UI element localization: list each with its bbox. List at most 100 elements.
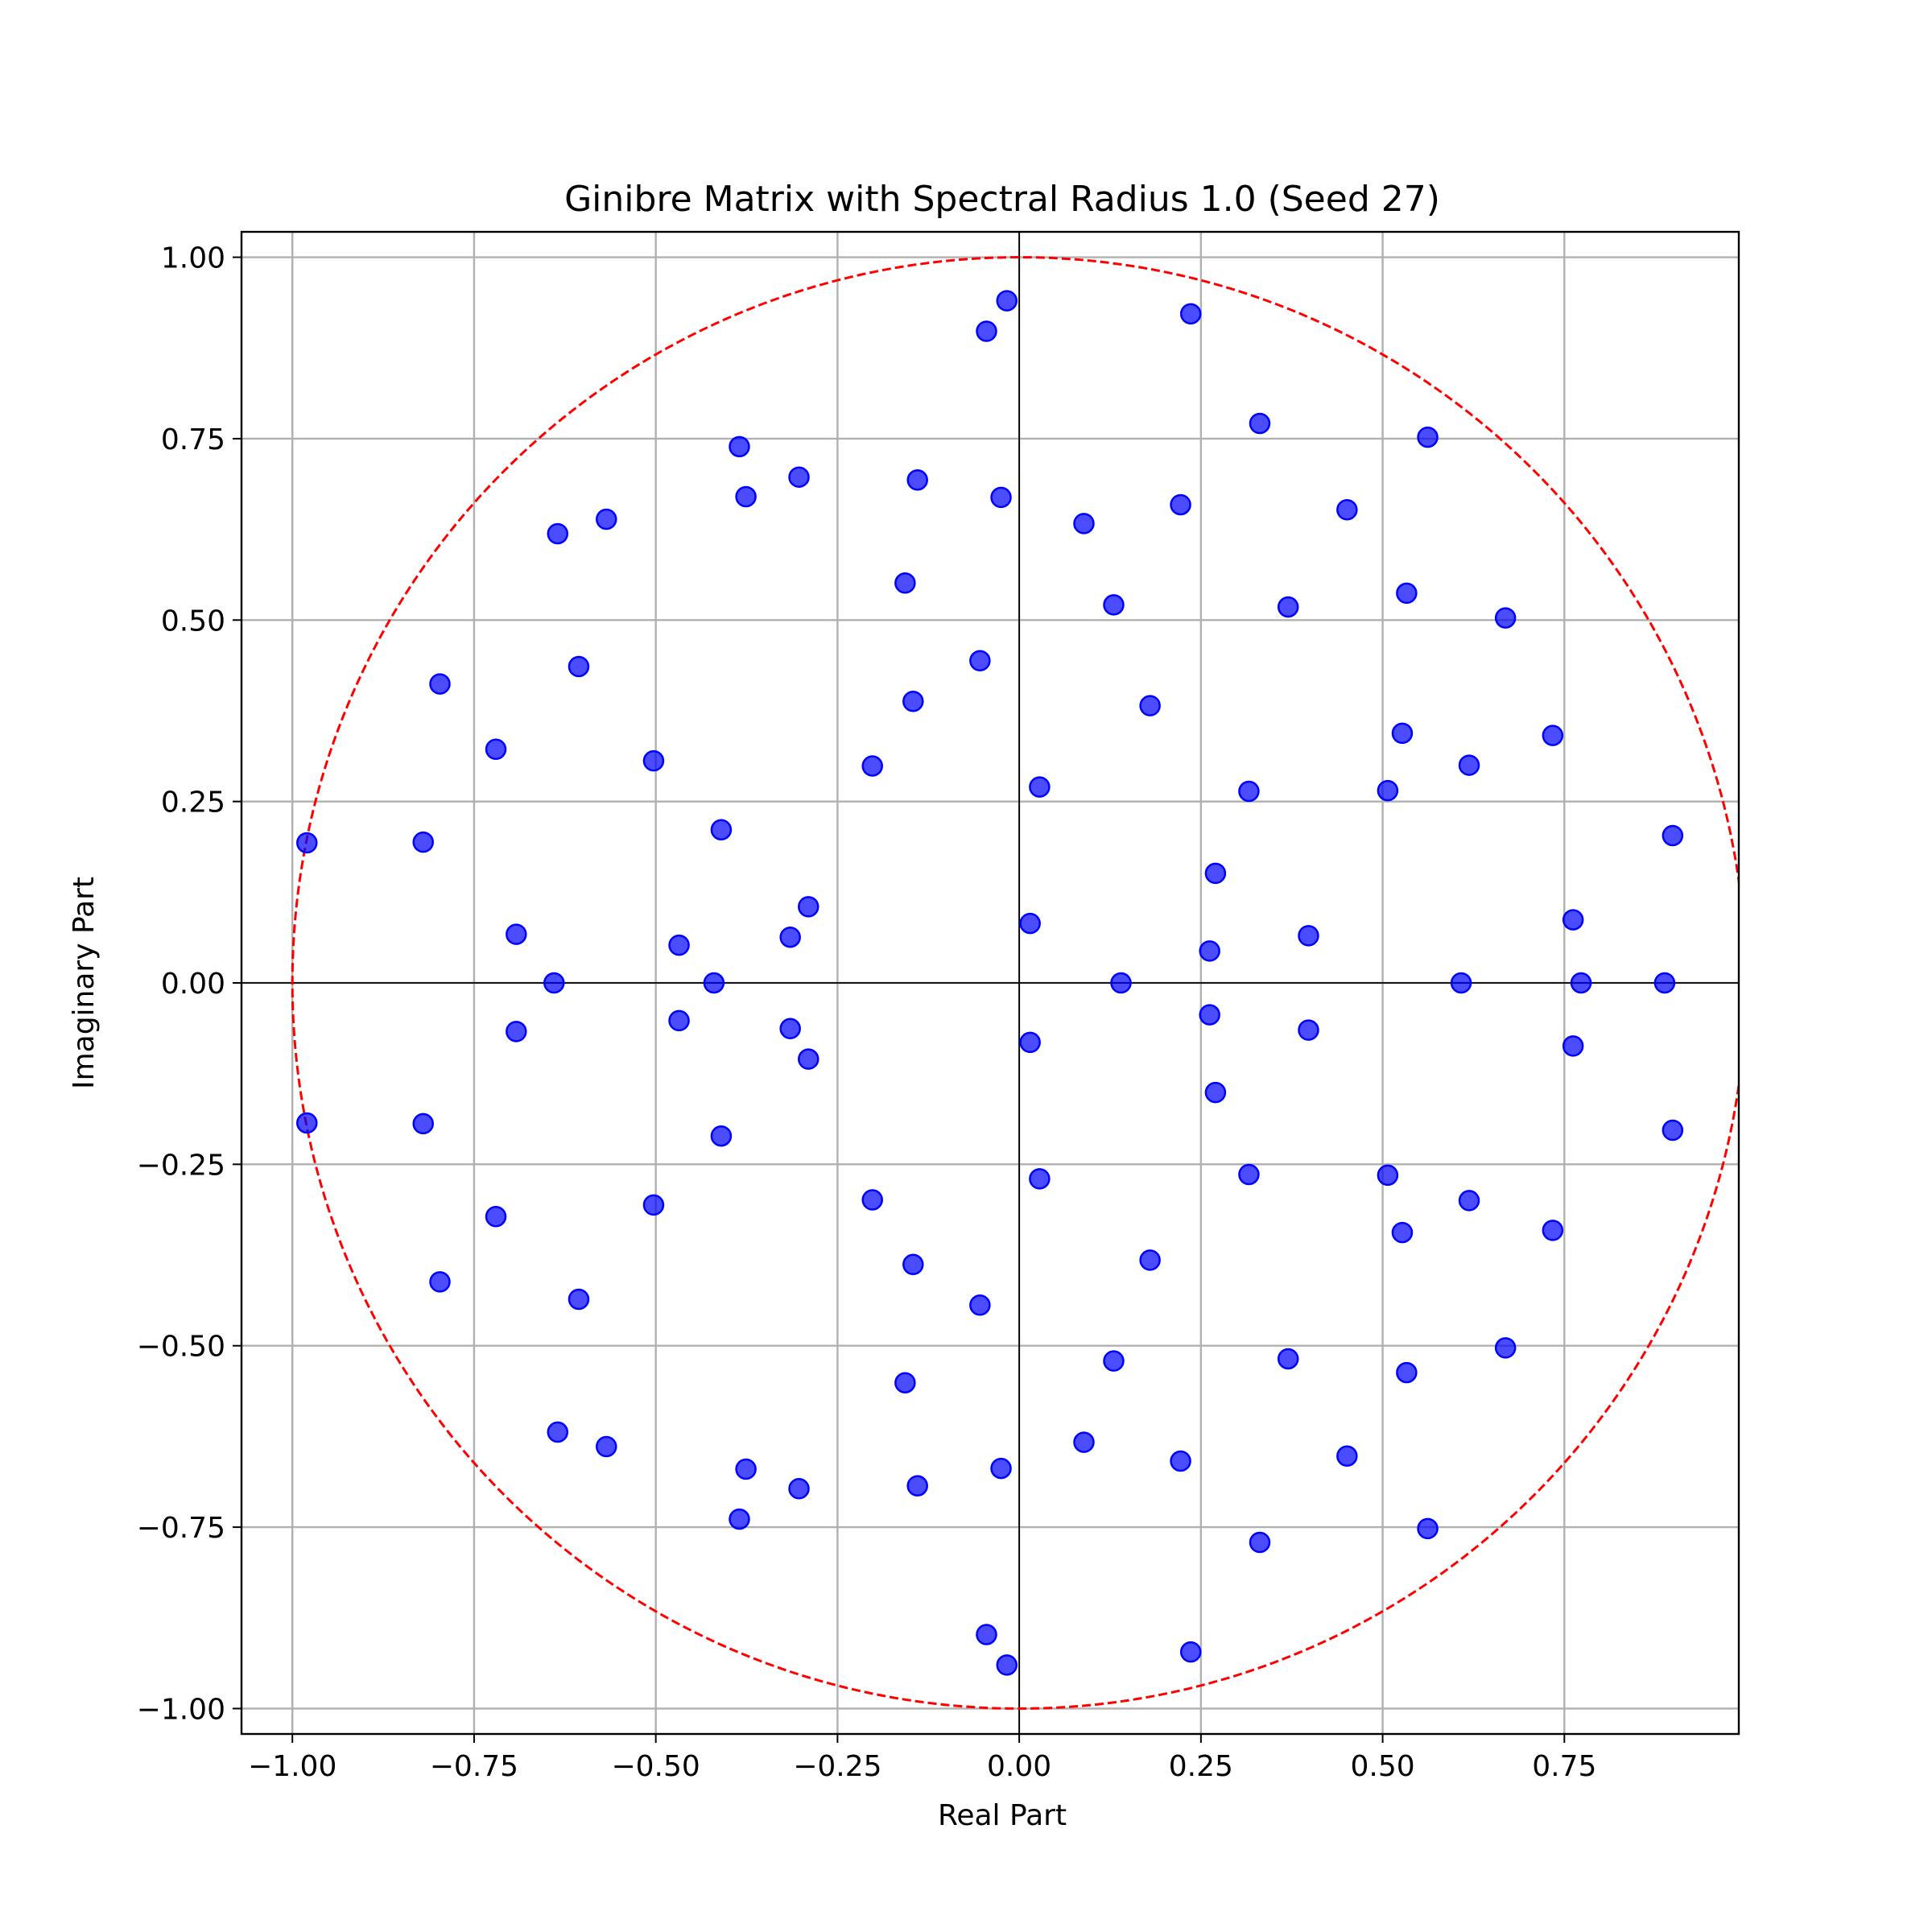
y-axis-ticks: 1.00 0.75 0.50 0.25 0.00 −0.25 −0.50 −0.75 −1.00 xyxy=(137,242,242,1726)
eigenvalue-point xyxy=(1277,596,1299,618)
eigenvalue-point xyxy=(543,972,565,994)
eigenvalue-point xyxy=(1238,1163,1260,1186)
eigenvalue-point xyxy=(1396,1361,1418,1384)
eigenvalue-point xyxy=(703,972,725,994)
eigenvalue-point xyxy=(429,1271,451,1293)
eigenvalue-point xyxy=(710,819,733,841)
eigenvalue-point xyxy=(1562,909,1584,931)
eigenvalue-point xyxy=(902,690,924,712)
eigenvalue-point xyxy=(969,650,991,672)
eigenvalue-point xyxy=(1417,426,1439,448)
eigenvalue-point xyxy=(894,572,916,594)
y-tick-label: 0.25 xyxy=(161,786,225,819)
eigenvalue-point xyxy=(1494,607,1517,629)
eigenvalue-point xyxy=(1458,1190,1480,1212)
eigenvalue-point xyxy=(1417,1517,1439,1540)
y-tick-label: 0.75 xyxy=(161,423,225,456)
eigenvalue-point xyxy=(1029,776,1051,798)
x-tick-label: −0.50 xyxy=(611,1750,700,1783)
eigenvalue-point xyxy=(1542,724,1564,746)
eigenvalue-point xyxy=(779,926,801,948)
eigenvalue-point xyxy=(412,1113,434,1135)
eigenvalue-point xyxy=(668,1009,690,1032)
eigenvalue-point xyxy=(1298,925,1319,947)
eigenvalue-point xyxy=(1170,493,1191,516)
eigenvalue-point xyxy=(1396,582,1418,605)
y-tick-label: −1.00 xyxy=(137,1693,225,1726)
x-axis-label: Real Part xyxy=(938,1799,1067,1832)
unit-circle xyxy=(291,256,1739,1710)
eigenvalue-point xyxy=(788,466,810,488)
eigenvalue-point xyxy=(642,1194,665,1216)
eigenvalue-point xyxy=(1391,722,1414,745)
y-tick-label: −0.75 xyxy=(137,1512,225,1545)
eigenvalue-point xyxy=(902,1253,924,1276)
eigenvalue-point xyxy=(976,320,997,342)
y-tick-label: −0.50 xyxy=(137,1331,225,1364)
chart-title: Ginibre Matrix with Spectral Radius 1.0 … xyxy=(564,179,1440,220)
y-tick-label: −0.25 xyxy=(137,1149,225,1182)
eigenvalue-point xyxy=(1073,1431,1095,1453)
eigenvalue-point xyxy=(906,1475,928,1496)
eigenvalue-point xyxy=(1542,1220,1564,1241)
eigenvalue-point xyxy=(861,1189,883,1211)
eigenvalue-point xyxy=(1562,1035,1584,1057)
eigenvalue-point xyxy=(1298,1019,1319,1041)
eigenvalue-point xyxy=(1204,1081,1227,1104)
eigenvalue-point xyxy=(798,1048,819,1070)
x-tick-label: 0.50 xyxy=(1350,1750,1414,1783)
eigenvalue-point xyxy=(1179,1641,1202,1663)
eigenvalue-point xyxy=(990,1457,1012,1480)
eigenvalue-point xyxy=(861,755,883,777)
zero-axis-lines xyxy=(242,232,1739,1734)
eigenvalue-point xyxy=(1029,1168,1051,1190)
x-tick-label: 0.75 xyxy=(1532,1750,1596,1783)
eigenvalue-point xyxy=(729,436,750,458)
eigenvalue-point xyxy=(1110,972,1132,994)
eigenvalue-point xyxy=(1170,1450,1191,1472)
eigenvalue-point xyxy=(506,923,527,945)
y-tick-label: 0.00 xyxy=(161,968,225,1001)
eigenvalue-point xyxy=(906,469,928,491)
eigenvalue-point xyxy=(779,1018,801,1040)
eigenvalue-point xyxy=(1019,912,1041,935)
eigenvalue-point xyxy=(668,934,690,956)
eigenvalue-point xyxy=(485,1206,507,1228)
eigenvalue-point xyxy=(429,673,451,695)
eigenvalue-point xyxy=(1570,972,1592,994)
eigenvalue-point xyxy=(798,896,819,918)
y-axis-label: Imaginary Part xyxy=(68,877,101,1089)
eigenvalue-point xyxy=(1653,972,1676,994)
eigenvalue-point xyxy=(1662,1119,1684,1141)
x-tick-label: 0.00 xyxy=(987,1750,1051,1783)
eigenvalue-point xyxy=(596,508,617,530)
eigenvalue-point xyxy=(1019,1031,1041,1054)
x-axis-ticks: −1.00 −0.75 −0.50 −0.25 0.00 0.25 0.50 0.75 xyxy=(248,1734,1596,1783)
eigenvalue-point xyxy=(1199,940,1220,962)
eigenvalue-point xyxy=(1238,780,1260,803)
x-tick-label: −1.00 xyxy=(248,1750,336,1783)
x-tick-label: −0.25 xyxy=(793,1750,881,1783)
eigenvalue-point xyxy=(996,1654,1018,1676)
eigenvalue-point xyxy=(1249,412,1271,435)
eigenvalue-point xyxy=(894,1372,916,1393)
eigenvalue-point xyxy=(1450,972,1472,994)
x-tick-label: 0.25 xyxy=(1169,1750,1233,1783)
eigenvalue-point xyxy=(547,522,569,545)
eigenvalue-point xyxy=(296,1112,318,1134)
eigenvalue-point xyxy=(710,1125,733,1147)
eigenvalue-point xyxy=(412,831,434,853)
eigenvalue-point xyxy=(1199,1004,1220,1026)
eigenvalue-point xyxy=(1204,862,1227,885)
eigenvalue-point xyxy=(976,1624,997,1645)
eigenvalue-point xyxy=(1458,754,1480,776)
eigenvalue-point xyxy=(1494,1337,1517,1359)
eigenvalue-point xyxy=(568,655,590,678)
eigenvalue-point xyxy=(996,290,1018,312)
eigenvalue-point xyxy=(1103,594,1125,616)
eigenvalue-point xyxy=(1277,1348,1299,1370)
eigenvalue-point xyxy=(485,738,507,760)
eigenvalue-point xyxy=(1377,1164,1399,1187)
eigenvalue-point xyxy=(1336,1445,1358,1467)
